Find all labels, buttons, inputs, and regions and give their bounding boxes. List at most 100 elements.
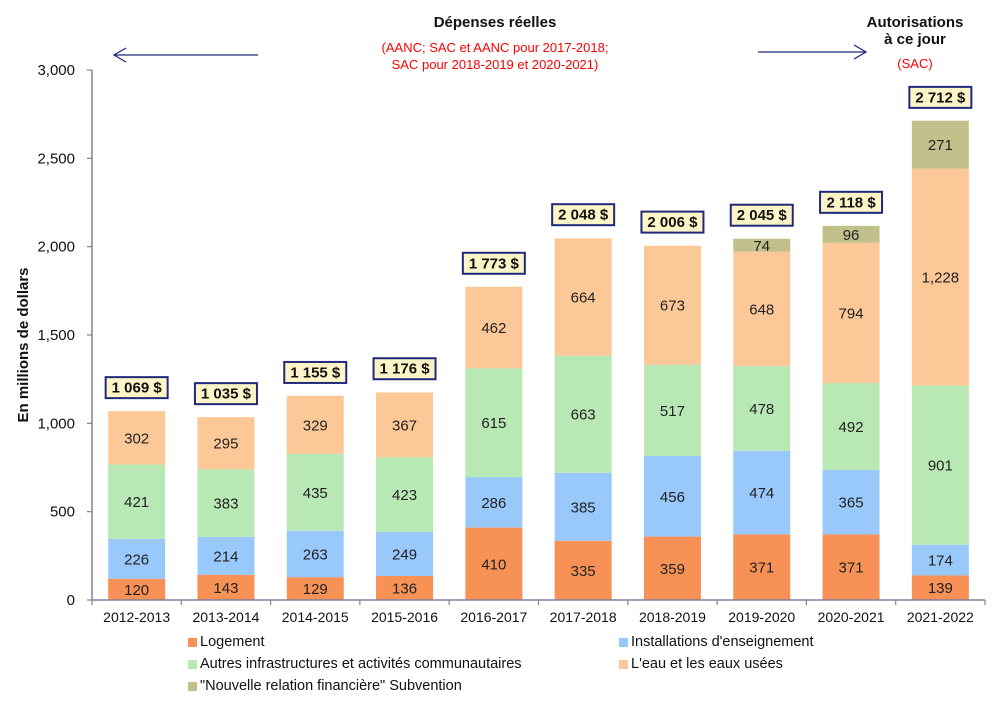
x-tick-label: 2020-2021 xyxy=(818,609,885,625)
bar-segment xyxy=(376,575,434,600)
bar-segment xyxy=(733,450,791,535)
authorizations-subtitle: (SAC) xyxy=(897,56,933,71)
bar-value-label: 329 xyxy=(303,417,328,434)
actual-spending-subtitle-2: SAC pour 2018-2019 et 2020-2021) xyxy=(391,57,599,72)
axes-layer: 2012-2013 2013-2014 2014-2015 2015-2016 2016… xyxy=(37,62,986,625)
bar-value-label: 214 xyxy=(213,548,238,565)
bar-value-label: 673 xyxy=(660,298,685,315)
total-label: 2 006 $ xyxy=(647,214,698,231)
total-label-box xyxy=(819,190,884,214)
actual-spending-title: Dépenses réelles xyxy=(433,14,557,31)
x-tick-label: 2017-2018 xyxy=(550,609,617,625)
bar-segment xyxy=(108,578,166,600)
bar-segment xyxy=(822,469,880,535)
bar-value-label: 120 xyxy=(124,582,149,599)
bar-value-label: 286 xyxy=(481,495,506,512)
bar-segment xyxy=(911,385,969,545)
bar-segment xyxy=(554,355,612,473)
y-tick-label: 1,500 xyxy=(37,327,75,344)
total-label: 2 118 $ xyxy=(826,194,876,211)
total-label-box xyxy=(372,357,437,381)
y-tick-label: 500 xyxy=(50,504,75,521)
bar-segment xyxy=(376,392,434,458)
actual-spending-header: Dépenses réelles (AANC; SAC et AANC pour… xyxy=(330,14,660,73)
total-label-box xyxy=(551,203,616,227)
bar-segment xyxy=(286,453,344,531)
bar-value-label: 410 xyxy=(481,556,506,573)
bar-value-label: 249 xyxy=(392,546,417,563)
bar-value-label: 74 xyxy=(753,238,770,255)
bar-value-label: 648 xyxy=(749,302,774,319)
bar-value-label: 139 xyxy=(928,580,953,597)
bar-value-label: 478 xyxy=(749,401,774,418)
bar-segment xyxy=(465,477,523,528)
bar-value-label: 1,228 xyxy=(922,270,960,287)
bar-segment xyxy=(197,574,255,600)
total-label-box xyxy=(640,210,705,234)
bar-value-label: 174 xyxy=(928,553,953,570)
y-tick-label: 0 xyxy=(67,592,75,609)
bar-value-label: 474 xyxy=(749,485,774,502)
total-label-box xyxy=(193,382,258,406)
bars-layer: 120 226 421 302 1 069 $ 143 214 383 295 1 035 $ 12… xyxy=(104,85,973,600)
bar-segment xyxy=(822,225,880,243)
bar-segment xyxy=(197,417,255,470)
period-arrows xyxy=(112,44,868,63)
x-tick-label: 2018-2019 xyxy=(639,609,706,625)
y-tick-label: 3,000 xyxy=(37,62,75,79)
bar-value-label: 96 xyxy=(843,227,860,244)
authorizations-title-line1: Autorisations xyxy=(866,14,964,31)
total-label: 1 035 $ xyxy=(201,386,252,403)
bar-segment xyxy=(643,536,701,600)
bar-value-label: 462 xyxy=(481,320,506,337)
total-label: 1 176 $ xyxy=(380,361,431,378)
bar-value-label: 371 xyxy=(839,560,864,577)
authorizations-header: Autorisations à ce jour (SAC) xyxy=(860,14,970,72)
total-label: 2 045 $ xyxy=(737,207,788,224)
bar-segment xyxy=(822,383,880,470)
bar-value-label: 615 xyxy=(481,415,506,432)
bar-value-label: 492 xyxy=(839,419,864,436)
total-label-box xyxy=(283,360,348,384)
total-label: 2 048 $ xyxy=(558,207,609,224)
bar-value-label: 663 xyxy=(571,407,596,424)
bar-segment xyxy=(197,536,255,575)
x-tick-label: 2015-2016 xyxy=(371,609,438,625)
x-tick-label: 2021-2022 xyxy=(907,609,974,625)
bar-segment xyxy=(643,364,701,457)
bar-segment xyxy=(822,242,880,384)
bar-segment xyxy=(465,286,523,369)
total-label: 1 155 $ xyxy=(290,364,341,381)
bar-value-label: 456 xyxy=(660,489,685,506)
x-tick-label: 2013-2014 xyxy=(192,609,259,625)
bar-value-label: 901 xyxy=(928,458,953,475)
bar-value-label: 359 xyxy=(660,561,685,578)
bar-segment xyxy=(108,538,166,579)
bar-value-label: 365 xyxy=(839,495,864,512)
y-tick-label: 2,500 xyxy=(37,150,75,167)
bar-value-label: 517 xyxy=(660,403,685,420)
bar-value-label: 385 xyxy=(571,499,596,516)
bar-segment xyxy=(911,120,969,169)
bar-segment xyxy=(643,245,701,365)
x-tick-label: 2012-2013 xyxy=(103,609,170,625)
bar-value-label: 226 xyxy=(124,551,149,568)
total-label-box xyxy=(104,376,169,400)
bar-value-label: 263 xyxy=(303,546,328,563)
bar-value-label: 129 xyxy=(303,581,328,598)
bar-segment xyxy=(286,577,344,600)
bar-value-label: 302 xyxy=(124,430,149,447)
bar-value-label: 371 xyxy=(749,560,774,577)
bar-value-label: 423 xyxy=(392,487,417,504)
total-label-box xyxy=(461,251,526,275)
bar-segment xyxy=(108,464,166,539)
bar-value-label: 383 xyxy=(213,496,238,513)
total-label: 1 069 $ xyxy=(112,380,163,397)
bar-segment xyxy=(554,540,612,600)
authorizations-title-line2: à ce jour xyxy=(884,31,946,48)
bar-value-label: 143 xyxy=(213,580,238,597)
y-tick-label: 2,000 xyxy=(37,239,75,256)
actual-spending-subtitle-1: (AANC; SAC et AANC pour 2017-2018; xyxy=(381,40,609,55)
bar-segment xyxy=(733,251,791,367)
total-label: 1 773 $ xyxy=(469,255,520,272)
